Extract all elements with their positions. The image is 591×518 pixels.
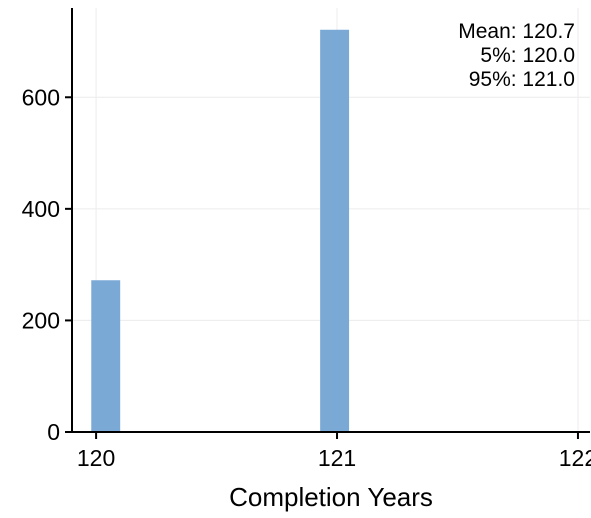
p5-annotation: 5%: 120.0	[480, 44, 575, 67]
x-tick-label: 120	[77, 445, 115, 471]
tick-layer: 0 200 400 600 120 121 122	[22, 84, 591, 471]
axis-layer	[71, 8, 590, 433]
y-tick-label: 0	[47, 419, 60, 445]
p95-annotation: 95%: 121.0	[469, 68, 575, 91]
histogram-bar	[320, 29, 350, 432]
x-axis-title: Completion Years	[229, 482, 433, 512]
x-tick-label: 121	[318, 445, 356, 471]
x-tick-label: 122	[559, 445, 591, 471]
y-tick-label: 400	[22, 196, 60, 222]
histogram-bar	[91, 280, 121, 432]
bar-layer	[91, 29, 350, 432]
y-tick-label: 600	[22, 84, 60, 110]
y-tick-label: 200	[22, 307, 60, 333]
mean-annotation: Mean: 120.7	[458, 20, 575, 43]
stats-annotation: Mean: 120.7 5%: 120.0 95%: 121.0	[458, 20, 575, 91]
